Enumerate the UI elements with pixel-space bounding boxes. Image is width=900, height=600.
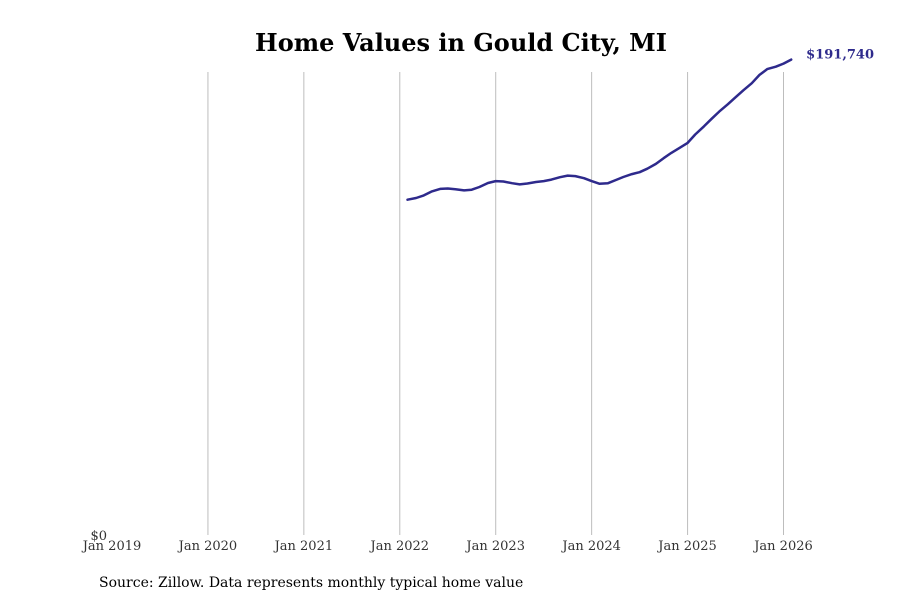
- y-axis-ticks: $0: [90, 529, 107, 544]
- x-tick-label: Jan 2021: [273, 539, 334, 554]
- grid: [207, 72, 784, 535]
- end-labels: $191,740: [806, 48, 874, 63]
- x-tick-label: Jan 2024: [560, 539, 621, 554]
- x-tick-label: Jan 2019: [81, 539, 142, 554]
- chart-title: Home Values in Gould City, MI: [255, 28, 667, 57]
- x-axis-ticks: Jan 2019 Jan 2020 Jan 2021 Jan 2022 Jan 2023…: [81, 539, 813, 554]
- x-tick-label: Jan 2022: [369, 539, 430, 554]
- y-tick-label: $0: [90, 529, 107, 544]
- series-lines: [406, 58, 793, 201]
- x-tick-label: Jan 2023: [464, 539, 525, 554]
- x-tick-label: Jan 2026: [752, 539, 813, 554]
- end-value-label: $191,740: [806, 48, 874, 63]
- x-tick-label: Jan 2025: [656, 539, 717, 554]
- series-line: [406, 58, 793, 201]
- source-note: Source: Zillow. Data represents monthly …: [99, 575, 523, 591]
- x-tick-label: Jan 2020: [177, 539, 238, 554]
